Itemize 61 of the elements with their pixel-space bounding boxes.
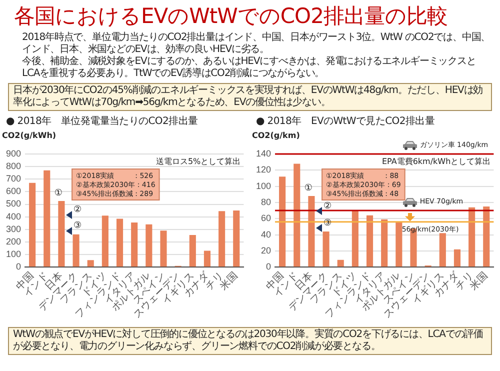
y-tick-label: 140: [256, 148, 272, 158]
bar: [189, 235, 196, 267]
y-tick-label: 800: [6, 161, 22, 172]
text: 各国におけるEVのWtWでのCO2排出量の比較: [14, 3, 448, 30]
y-tick-label: 900: [6, 148, 22, 158]
y-tick-label: 100: [256, 180, 272, 191]
bar: [294, 164, 300, 267]
bar: [131, 222, 138, 267]
y-axis-title: CO2(g/kWh): [2, 131, 56, 140]
bar: [483, 206, 490, 267]
bar: [279, 176, 286, 267]
y-tick-label: 0: [266, 262, 272, 272]
text: 2018年時点で、単位電力当たりのCO2排出量はインド、中国、日本がワースト3位。WtW のCO2では、中国、インド、日本、米国などのEVは、効率の良いHEVに劣る。: [22, 32, 492, 56]
annotation: 送電ロス5%として算出: [156, 157, 241, 166]
bar: [116, 218, 124, 267]
y-tick-label: 120: [256, 164, 272, 175]
bar: [29, 182, 36, 267]
y-axis-title: CO2(g/km): [252, 131, 300, 140]
y-tick-label: 600: [6, 186, 22, 196]
chart-title: ● 2018年 EVのWtWで見たCO2排出量: [256, 114, 436, 128]
y-tick-label: 80: [261, 196, 272, 207]
bar: [468, 207, 476, 267]
y-tick-label: 300: [6, 224, 22, 234]
annotation: ②: [73, 205, 82, 216]
bar: [102, 216, 108, 267]
y-tick-label: 20: [261, 245, 272, 256]
bar: [396, 222, 402, 267]
text: 今後、補助金、減税対象をEVにするのか、あるいはHEVにすべきかは、発電におけるエネルギーミックスとLCAを重視する必要あり。TtWでのEV誘導はCO2削減につながらない。: [22, 56, 477, 80]
bar: [204, 250, 211, 267]
annotation: ①: [54, 188, 62, 198]
bar: [381, 219, 388, 267]
bar: [337, 260, 344, 267]
y-tick-label: 400: [6, 211, 22, 222]
bar: [454, 249, 461, 267]
bar: [87, 260, 94, 267]
bar: [146, 224, 152, 267]
y-tick-label: 60: [261, 213, 272, 224]
annotation: ①: [304, 183, 312, 194]
y-tick-label: 0: [16, 262, 22, 272]
bar: [160, 230, 167, 267]
y-tick-label: 500: [6, 198, 22, 209]
bar: [322, 232, 330, 267]
annotation: ②: [323, 202, 332, 212]
bar: [218, 211, 226, 267]
text: 日本が2030年にCO2の45%削減のエネルギーミックスを実現すれば、EVのWtWは48g/km。ただし、HEVは効率化によってWtWは70g/km➡56g/kmとなるため、EVの優位性は少ない。: [13, 85, 484, 109]
annotation: EPA電費6km/kWhとして算出: [382, 157, 491, 166]
y-tick-label: 40: [261, 229, 272, 240]
bar: [439, 233, 446, 267]
text: WtWの観点でEVがHEVに対して圧倒的に優位となるのは2030年以降。実質のCO2を下げるには、LCAでの評価が必要となり、電力のグリーン化みならず、グリーン燃料でのCO2削減が必要となる。: [13, 329, 484, 353]
bar: [233, 210, 240, 267]
bar: [58, 200, 65, 267]
y-tick-label: 200: [6, 236, 22, 246]
annotation: ③: [73, 221, 82, 232]
bar: [352, 210, 358, 267]
bar: [72, 234, 80, 267]
chart-title: ● 2018年 単位発電量当たりのCO2排出量: [6, 114, 199, 128]
bar: [308, 196, 315, 267]
bar: [366, 215, 374, 267]
y-tick-label: 100: [6, 249, 22, 260]
y-tick-label: 700: [6, 174, 22, 184]
bar: [44, 170, 50, 267]
